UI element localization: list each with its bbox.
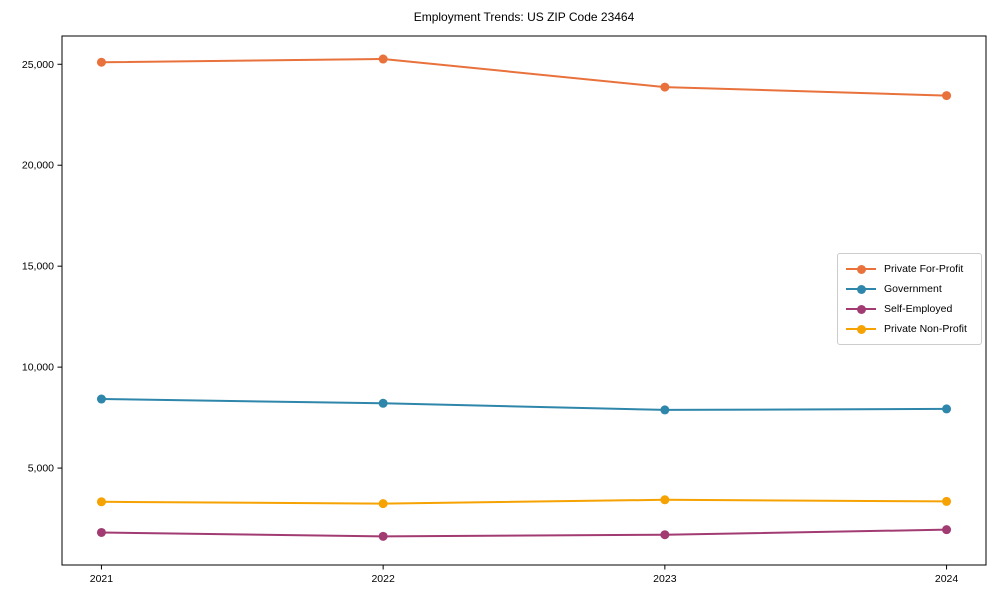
legend-marker [846, 264, 876, 274]
legend-marker-dot-icon [856, 264, 866, 274]
y-tick-label: 20,000 [22, 160, 54, 172]
legend-label: Self-Employed [884, 303, 953, 315]
series-line [101, 528, 947, 538]
legend: Private For-Profit Government Self-Employe… [837, 253, 982, 345]
series-point [378, 398, 388, 408]
legend-marker [846, 304, 876, 314]
series-point [660, 82, 670, 92]
series-point [942, 496, 952, 506]
series-point [660, 530, 670, 540]
x-tick-label: 2024 [935, 573, 959, 585]
legend-label: Government [884, 283, 942, 295]
legend-marker [846, 324, 876, 334]
y-tick-label: 5,000 [28, 463, 54, 475]
x-tick-label: 2022 [371, 573, 395, 585]
series-point [96, 527, 106, 537]
series-point [942, 404, 952, 414]
legend-label: Private Non-Profit [884, 323, 967, 335]
series-point [96, 394, 106, 404]
legend-marker-dot-icon [856, 324, 866, 334]
plot-area: 5,000 10,000 15,000 20,000 25,000 2021 2022 202… [22, 35, 987, 585]
series-point [378, 499, 388, 509]
x-tick-label: 2021 [90, 573, 114, 585]
series-point [942, 525, 952, 535]
legend-marker-dot-icon [856, 304, 866, 314]
y-tick-label: 15,000 [22, 261, 54, 273]
legend-label: Private For-Profit [884, 263, 964, 275]
y-tick-label: 25,000 [22, 59, 54, 71]
legend-item: Private Non-Profit [846, 319, 973, 339]
legend-marker-dot-icon [856, 284, 866, 294]
y-tick-label: 10,000 [22, 362, 54, 374]
series-line [101, 58, 947, 97]
series-line [101, 498, 947, 505]
axes-frame [61, 35, 987, 566]
chart-title: Employment Trends: US ZIP Code 23464 [414, 10, 635, 24]
series-point [96, 57, 106, 67]
x-tick-label: 2023 [653, 573, 677, 585]
legend-item: Self-Employed [846, 299, 973, 319]
legend-item: Private For-Profit [846, 259, 973, 279]
series-line [101, 398, 947, 411]
series-point [660, 405, 670, 415]
series-point [660, 495, 670, 505]
series-point [378, 54, 388, 64]
series-point [942, 91, 952, 101]
legend-marker [846, 284, 876, 294]
series-point [378, 531, 388, 541]
series-point [96, 497, 106, 507]
legend-item: Government [846, 279, 973, 299]
